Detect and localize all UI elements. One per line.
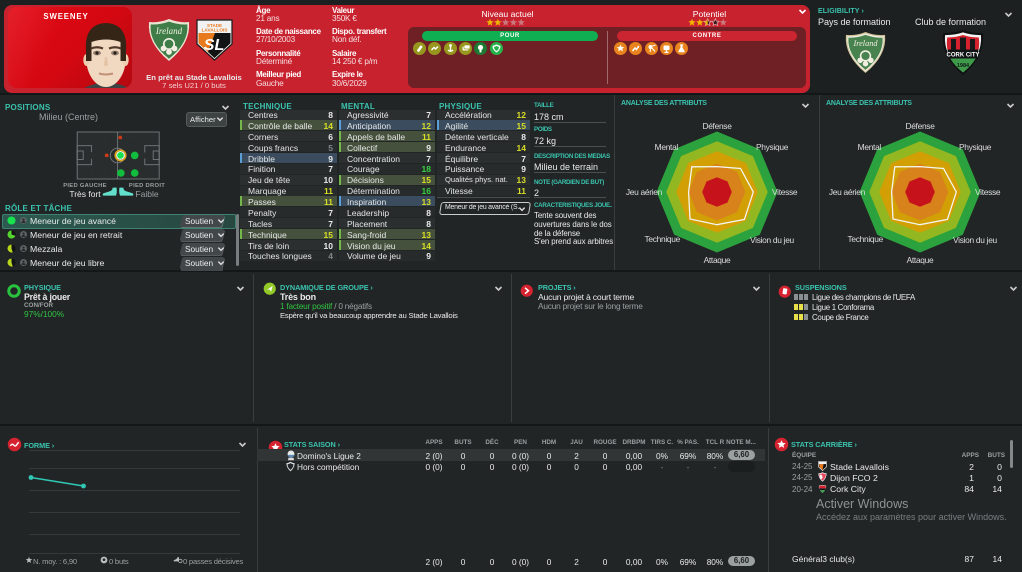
svg-text:CORK CITY: CORK CITY [947, 53, 980, 59]
svg-text:LAVALLOIS: LAVALLOIS [202, 28, 228, 33]
svg-text:SL: SL [204, 37, 224, 54]
svg-text:Ireland: Ireland [852, 39, 878, 48]
svg-text:1984: 1984 [957, 63, 970, 69]
svg-text:STADE: STADE [207, 23, 222, 28]
svg-text:Ireland: Ireland [155, 26, 183, 36]
